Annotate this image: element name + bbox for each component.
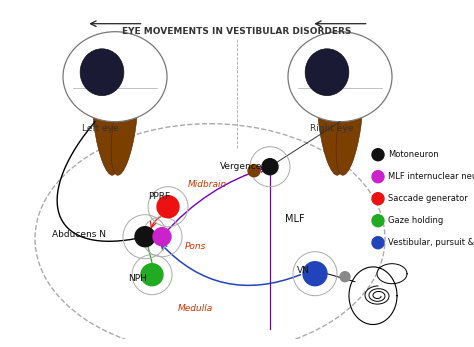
Circle shape [372, 149, 384, 161]
Text: Left eye: Left eye [82, 124, 119, 133]
Text: Pons: Pons [185, 242, 206, 251]
Text: EYE MOVEMENTS IN VESTIBULAR DISORDERS: EYE MOVEMENTS IN VESTIBULAR DISORDERS [122, 27, 352, 36]
Text: NPH: NPH [128, 274, 147, 283]
Circle shape [303, 262, 327, 286]
Circle shape [141, 264, 163, 286]
Ellipse shape [63, 32, 167, 122]
Text: PPRF: PPRF [148, 192, 170, 201]
Text: Gaze holding: Gaze holding [388, 216, 443, 225]
Text: Medulla: Medulla [178, 304, 213, 313]
Text: Motoneuron: Motoneuron [388, 150, 438, 159]
Text: MLF: MLF [285, 214, 305, 224]
Text: VN: VN [297, 266, 310, 275]
Circle shape [372, 215, 384, 227]
Ellipse shape [336, 77, 363, 175]
Circle shape [262, 159, 278, 175]
Text: Right eye: Right eye [310, 124, 354, 133]
Circle shape [372, 237, 384, 249]
Text: Vergence: Vergence [220, 162, 263, 171]
Circle shape [248, 165, 260, 177]
Circle shape [135, 227, 155, 247]
Text: MLF internuclear neuron: MLF internuclear neuron [388, 172, 474, 181]
Circle shape [157, 196, 179, 218]
Text: Vestibular, pursuit & gaze holding: Vestibular, pursuit & gaze holding [388, 238, 474, 247]
Circle shape [372, 193, 384, 205]
Ellipse shape [80, 49, 124, 96]
Circle shape [340, 272, 350, 282]
Ellipse shape [305, 49, 349, 96]
Ellipse shape [92, 77, 119, 175]
Text: Midbrain: Midbrain [188, 180, 227, 189]
Ellipse shape [111, 77, 137, 175]
Circle shape [153, 228, 171, 246]
Ellipse shape [288, 32, 392, 122]
Text: Abducens N: Abducens N [52, 230, 106, 239]
Ellipse shape [318, 77, 344, 175]
Text: Saccade generator: Saccade generator [388, 194, 468, 203]
Circle shape [372, 171, 384, 183]
